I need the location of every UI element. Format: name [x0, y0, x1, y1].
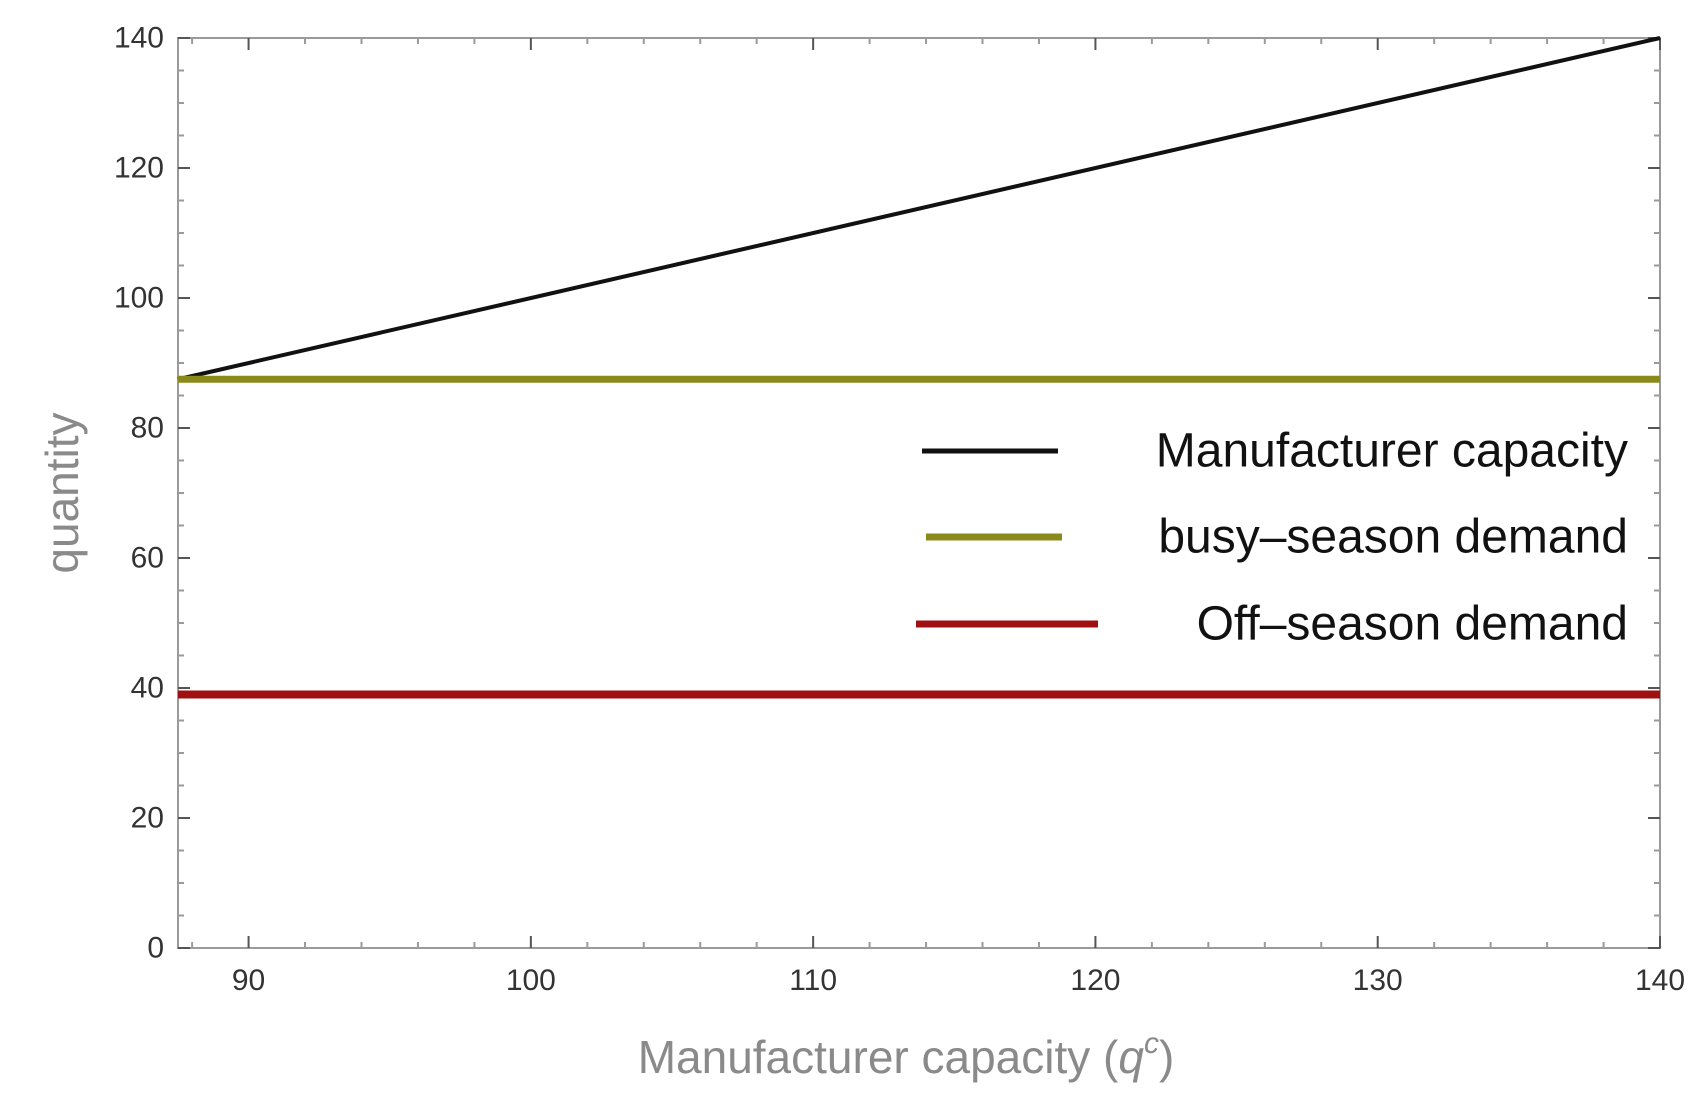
y-tick-label: 40 — [131, 672, 164, 705]
x-tick-label: 110 — [789, 964, 837, 997]
y-axis-title: quantity — [36, 412, 88, 573]
x-tick-label: 140 — [1635, 964, 1685, 997]
tick-labels: 90 100 110 120 130 140 0 20 40 60 80 100 120 140 — [114, 22, 1685, 998]
x-axis-title-open-paren: ( — [1090, 1031, 1119, 1083]
x-axis-title: Manufacturer capacity (qc) — [638, 1027, 1175, 1083]
series-lines — [177, 36, 1661, 699]
x-tick-label: 90 — [232, 964, 265, 997]
x-tick-label: 100 — [506, 964, 556, 997]
x-axis-title-close-paren: ) — [1159, 1031, 1174, 1083]
legend-label-off-season-demand: Off–season demand — [1197, 598, 1628, 651]
y-tick-label: 80 — [131, 412, 164, 445]
y-tick-label: 120 — [114, 152, 164, 185]
x-axis-title-text: Manufacturer capacity — [638, 1031, 1091, 1083]
legend-label-busy-season-demand: busy–season demand — [1158, 511, 1628, 564]
x-axis-title-superscript: c — [1144, 1027, 1159, 1060]
minor-ticks — [178, 38, 1660, 948]
y-tick-label: 100 — [114, 282, 164, 315]
major-ticks — [178, 37, 1661, 949]
series-line-0 — [177, 36, 1661, 382]
x-tick-label: 130 — [1353, 964, 1403, 997]
y-tick-label: 140 — [114, 22, 164, 55]
x-tick-label: 120 — [1070, 964, 1120, 997]
plot-frame — [177, 37, 1661, 949]
x-axis-title-symbol: q — [1118, 1031, 1144, 1083]
y-tick-label: 20 — [131, 802, 164, 835]
y-tick-label: 60 — [131, 542, 164, 575]
plot-frame-group — [177, 37, 1661, 949]
y-tick-label: 0 — [147, 932, 164, 965]
legend-label-manufacturer-capacity: Manufacturer capacity — [1156, 425, 1628, 478]
legend: Manufacturer capacity busy–season demand… — [916, 425, 1628, 651]
